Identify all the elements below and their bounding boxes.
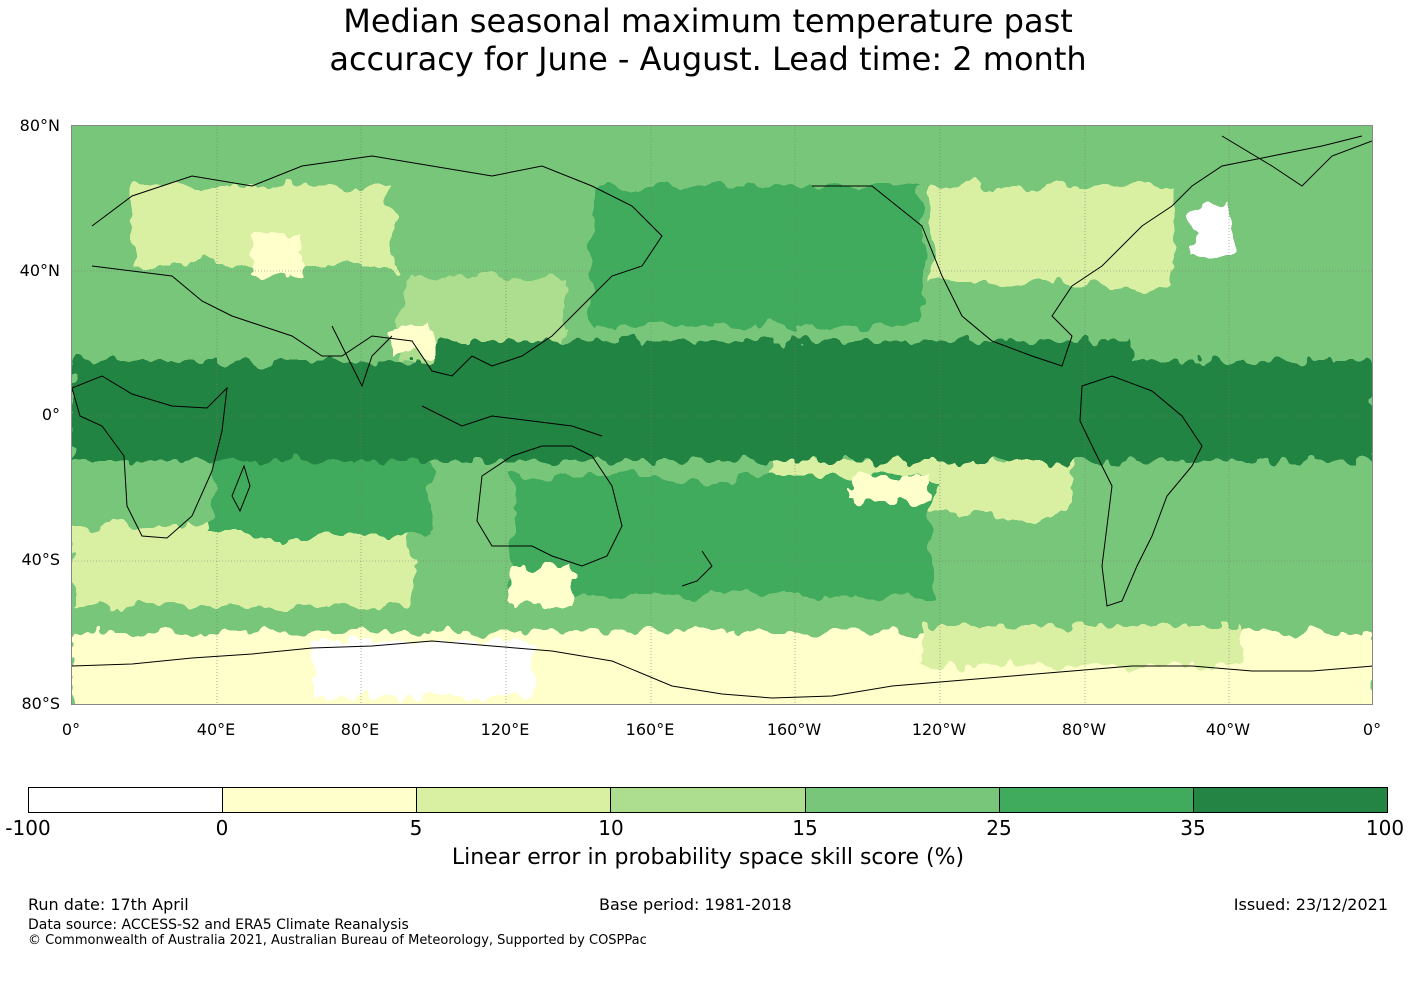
speckle-5 xyxy=(512,566,572,606)
colorbar-segment-7 xyxy=(1193,788,1387,812)
speckle-1 xyxy=(252,236,302,276)
coast-north-america xyxy=(812,135,1363,367)
coast-australia xyxy=(476,445,623,567)
lat-label-0: 0° xyxy=(41,405,60,424)
lon-label-80e: 80°E xyxy=(340,720,380,739)
base-period: Base period: 1981-2018 xyxy=(599,895,792,914)
colorbar xyxy=(28,787,1388,813)
data-source: Data source: ACCESS-S2 and ERA5 Climate … xyxy=(28,917,409,933)
skill-score-map xyxy=(71,125,1373,705)
antarctic-light xyxy=(922,626,1242,666)
title-line-1: Median seasonal maximum temperature past xyxy=(343,2,1073,40)
coast-greenland xyxy=(1221,135,1372,187)
colorbar-tick: 25 xyxy=(986,816,1012,840)
coast-india xyxy=(331,325,393,388)
graticule xyxy=(72,126,1372,704)
map-canvas xyxy=(72,126,1372,704)
lon-label-0-west: 0° xyxy=(61,720,81,739)
lon-label-0-east: 0° xyxy=(1362,720,1382,739)
patch-south-pale xyxy=(72,526,412,606)
colorbar-tick: 15 xyxy=(792,816,818,840)
lon-label-160w: 160°W xyxy=(766,720,822,739)
colorbar-segment-6 xyxy=(999,788,1194,812)
equatorial-band-north xyxy=(432,341,1132,381)
colorbar-segment-4 xyxy=(611,788,806,812)
colorbar-tick: 35 xyxy=(1180,816,1206,840)
lon-label-80w: 80°W xyxy=(1061,720,1107,739)
patch-namerica-pale xyxy=(932,186,1172,286)
lon-label-120w: 120°W xyxy=(911,720,967,739)
lon-label-160e: 160°E xyxy=(625,720,675,739)
coast-madagascar xyxy=(231,464,251,513)
colorbar-segment-3 xyxy=(417,788,612,812)
map-title: Median seasonal maximum temperature past… xyxy=(0,2,1416,78)
colorbar-tick: 100 xyxy=(1365,816,1405,840)
colorbar-tick: 10 xyxy=(598,816,624,840)
coast-south-america xyxy=(1079,375,1203,607)
lat-label-80s: 80°S xyxy=(21,694,60,713)
lon-label-40w: 40°W xyxy=(1205,720,1251,739)
coast-eurasia xyxy=(91,155,663,377)
speckle-3 xyxy=(1192,206,1232,256)
colorbar-segment-2 xyxy=(223,788,418,812)
coast-africa xyxy=(72,375,228,539)
lat-label-40n: 40°N xyxy=(19,261,60,280)
speckle-4 xyxy=(852,476,932,501)
issued-date: Issued: 23/12/2021 xyxy=(1233,895,1388,914)
lon-label-120e: 120°E xyxy=(480,720,530,739)
copyright: © Commonwealth of Australia 2021, Austra… xyxy=(28,933,647,948)
coast-nz xyxy=(681,550,713,587)
run-date: Run date: 17th April xyxy=(28,895,189,914)
antarctic-white xyxy=(312,641,532,696)
title-line-2: accuracy for June - August. Lead time: 2… xyxy=(329,40,1087,78)
colorbar-segment-5 xyxy=(805,788,1000,812)
lat-label-80n: 80°N xyxy=(19,116,60,135)
lat-label-40s: 40°S xyxy=(21,550,60,569)
colorbar-tick: -100 xyxy=(5,816,51,840)
lon-label-40e: 40°E xyxy=(196,720,236,739)
coast-indonesia xyxy=(421,405,603,437)
coast-antarctica xyxy=(72,640,1372,699)
colorbar-tick: 5 xyxy=(409,816,423,840)
patch-npacific xyxy=(592,186,922,326)
colorbar-tick: 0 xyxy=(215,816,229,840)
colorbar-label: Linear error in probability space skill … xyxy=(451,845,965,870)
coastlines xyxy=(72,135,1372,699)
colorbar-segment-1 xyxy=(29,788,224,812)
